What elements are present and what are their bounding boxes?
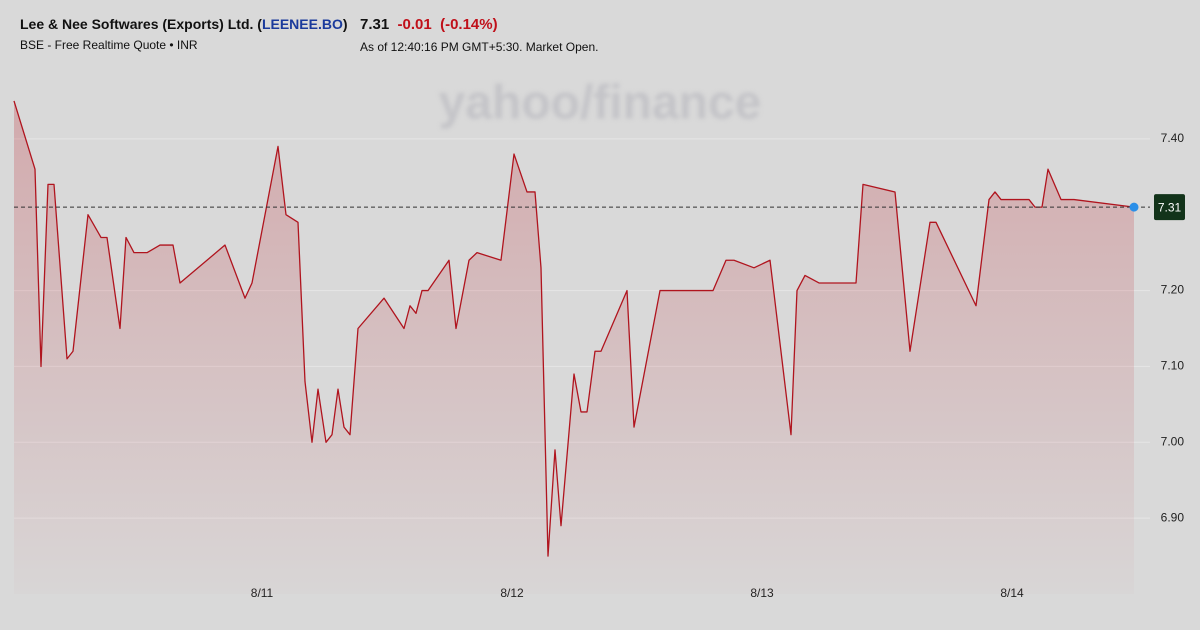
quote: 7.31 -0.01 (-0.14%) bbox=[360, 16, 498, 33]
change: -0.01 bbox=[397, 16, 432, 33]
as-of: As of 12:40:16 PM GMT+5:30. Market Open. bbox=[360, 40, 599, 54]
price: 7.31 bbox=[360, 16, 390, 33]
y-tick-label: 7.40 bbox=[1161, 131, 1185, 145]
change-percent: (-0.14%) bbox=[440, 16, 498, 33]
title: Lee & Nee Softwares (Exports) Ltd. (LEEN… bbox=[20, 16, 348, 32]
y-tick-label: 7.20 bbox=[1161, 283, 1185, 297]
symbol: LEENEE.BO bbox=[261, 16, 343, 32]
price-line bbox=[13, 100, 1135, 557]
subtitle: BSE - Free Realtime Quote • INR bbox=[20, 38, 198, 52]
watermark: yahoo/finance bbox=[439, 77, 762, 130]
y-tick-label: 6.90 bbox=[1161, 510, 1185, 524]
area bbox=[14, 100, 1134, 594]
current-price-label: 7.31 bbox=[1158, 200, 1182, 214]
last-point bbox=[1129, 202, 1139, 212]
title-text: Lee & Nee Softwares (Exports) Ltd. ( bbox=[20, 16, 262, 32]
current-price-box bbox=[1154, 194, 1185, 221]
y-tick-label: 7.10 bbox=[1161, 359, 1185, 373]
title-end: ) bbox=[342, 16, 348, 32]
y-tick-label: 7.00 bbox=[1161, 434, 1185, 448]
